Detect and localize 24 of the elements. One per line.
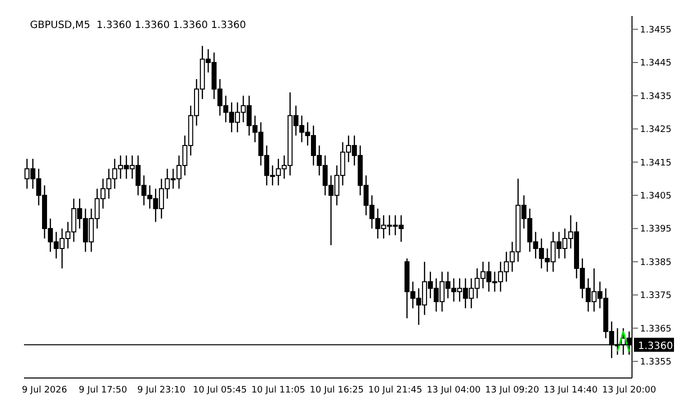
y-tick-label: 1.3415 — [640, 158, 672, 168]
y-tick-label: 1.3385 — [640, 258, 672, 268]
y-tick-label: 1.3395 — [640, 224, 672, 235]
x-tick-label: 9 Jul 2026 — [22, 385, 68, 396]
y-tick-label: 1.3355 — [640, 358, 672, 368]
y-tick-label: 1.3365 — [640, 324, 672, 334]
x-tick-label: 13 Jul 20:00 — [602, 385, 656, 396]
y-tick-label: 1.3455 — [640, 25, 672, 36]
y-tick-label: 1.3425 — [640, 125, 672, 136]
y-tick-label: 1.3405 — [640, 192, 672, 202]
x-tick-label: 13 Jul 09:20 — [485, 385, 540, 396]
y-tick-label: 1.3445 — [640, 58, 672, 69]
y-tick-label: 1.3375 — [640, 291, 672, 302]
chart-title: GBPUSD,M5 1.3360 1.3360 1.3360 1.3360 — [30, 20, 246, 31]
x-tick-label: 13 Jul 14:40 — [544, 385, 598, 396]
x-tick-label: 10 Jul 05:45 — [192, 385, 247, 396]
x-tick-label: 9 Jul 17:50 — [78, 385, 128, 396]
y-tick-label: 1.3435 — [640, 92, 672, 102]
x-tick-label: 10 Jul 16:25 — [310, 385, 364, 396]
x-tick-label: 9 Jul 23:10 — [137, 385, 186, 396]
ref-line-label: 1.3360 — [638, 340, 673, 352]
x-tick-label: 10 Jul 11:05 — [251, 385, 306, 396]
x-tick-label: 13 Jul 04:00 — [426, 385, 481, 396]
x-tick-label: 10 Jul 21:45 — [368, 385, 422, 396]
